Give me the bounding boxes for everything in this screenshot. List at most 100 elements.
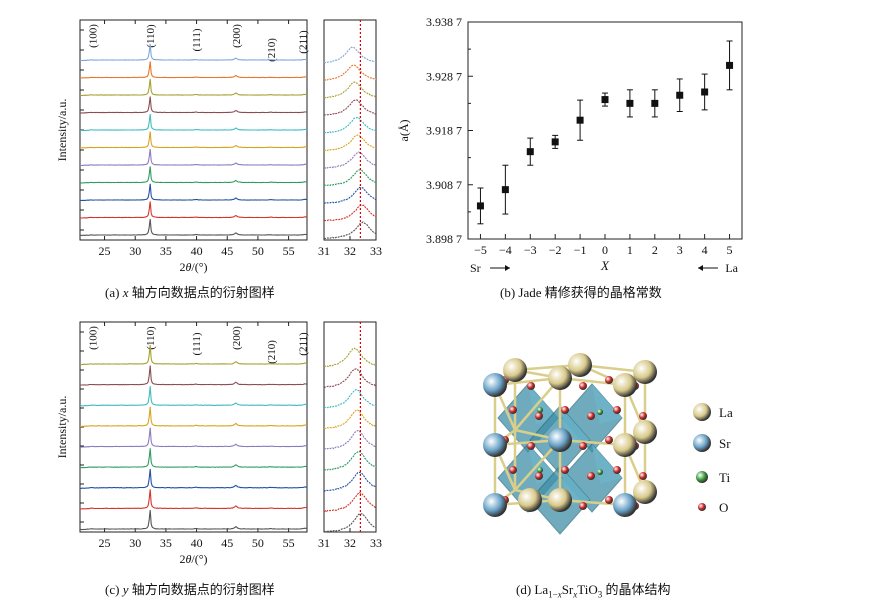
xrd-trace bbox=[79, 131, 308, 149]
data-point bbox=[576, 116, 584, 124]
caption-b: (b) Jade 精修获得的晶格常数 bbox=[500, 285, 662, 300]
octahedron-face bbox=[528, 384, 558, 424]
x-tick-label: 45 bbox=[221, 536, 233, 550]
legend-la-label: La bbox=[719, 405, 733, 420]
zoom-trace bbox=[323, 429, 377, 450]
data-point bbox=[626, 99, 634, 107]
caption-a: (a) x 轴方向数据点的衍射图样 bbox=[105, 285, 275, 300]
y-tick-label: 3.928 7 bbox=[426, 69, 462, 83]
ti-atom bbox=[597, 469, 603, 475]
peak-label: (110) bbox=[145, 24, 157, 48]
x-tick-label: 55 bbox=[283, 536, 295, 550]
la-atom bbox=[613, 433, 637, 457]
data-point bbox=[526, 148, 534, 156]
x-tick-label: 1 bbox=[627, 243, 633, 257]
xrd-trace bbox=[79, 166, 308, 184]
o-atom bbox=[605, 376, 613, 384]
xrd-trace bbox=[79, 61, 308, 79]
xrd-trace bbox=[80, 183, 308, 201]
zoom-trace bbox=[323, 450, 377, 471]
xrd-trace bbox=[79, 43, 308, 62]
data-point bbox=[476, 202, 484, 210]
legend-sr-swatch bbox=[693, 434, 711, 452]
o-atom bbox=[639, 472, 647, 480]
zoom-trace bbox=[324, 151, 377, 169]
la-atom bbox=[633, 480, 657, 504]
x-tick-label: −2 bbox=[549, 243, 562, 257]
o-atom bbox=[587, 472, 595, 480]
x-tick-label: 35 bbox=[160, 536, 172, 550]
data-point bbox=[651, 99, 659, 107]
x-tick-label: 50 bbox=[252, 536, 264, 550]
zoom-trace bbox=[323, 388, 377, 409]
o-atom bbox=[527, 382, 535, 390]
peak-label: (210) bbox=[266, 38, 278, 62]
ti-atom bbox=[537, 407, 543, 413]
la-atom bbox=[568, 353, 592, 377]
sr-atom bbox=[483, 433, 507, 457]
zoom-x-tick-label: 33 bbox=[370, 244, 382, 258]
data-point bbox=[676, 91, 684, 99]
sr-note: Sr bbox=[470, 261, 481, 275]
xrd-trace bbox=[80, 78, 308, 97]
zoom-x-tick-label: 32 bbox=[344, 536, 356, 550]
x-tick-label: −1 bbox=[574, 243, 587, 257]
zoom-trace bbox=[323, 221, 377, 239]
la-note: La bbox=[725, 261, 738, 275]
legend-la-swatch bbox=[693, 403, 711, 421]
zoom-trace bbox=[323, 491, 377, 513]
y-axis-label: Intensity/a.u. bbox=[55, 396, 69, 459]
zoom-plot-frame bbox=[323, 19, 377, 241]
peak-label: (211) bbox=[298, 30, 310, 54]
caption-d: (d) La1−xSrxTiO3 的晶体结构 bbox=[516, 582, 671, 600]
o-atom bbox=[639, 412, 647, 420]
x-tick-label: −4 bbox=[499, 243, 512, 257]
la-atom bbox=[633, 420, 657, 444]
legend-o-label: O bbox=[719, 500, 728, 515]
peak-label: (100) bbox=[87, 24, 99, 48]
o-atom bbox=[561, 406, 569, 414]
x-tick-label: 25 bbox=[99, 536, 111, 550]
x-tick-label: −3 bbox=[524, 243, 537, 257]
peak-label: (200) bbox=[231, 326, 243, 350]
o-atom bbox=[579, 382, 587, 390]
o-atom bbox=[605, 436, 613, 444]
o-atom bbox=[605, 496, 613, 504]
x-tick-label: 3 bbox=[677, 243, 683, 257]
sr-arrowhead bbox=[505, 265, 510, 271]
xrd-trace bbox=[79, 114, 308, 132]
zoom-trace bbox=[323, 186, 377, 204]
y-tick-label: 3.898 7 bbox=[426, 232, 462, 246]
x-axis-label: 2θ/(°) bbox=[179, 260, 207, 274]
zoom-trace bbox=[323, 99, 377, 116]
peak-label: (211) bbox=[298, 332, 310, 356]
o-atom bbox=[509, 406, 517, 414]
peak-label: (200) bbox=[231, 24, 243, 48]
sr-atom bbox=[483, 373, 507, 397]
xrd-trace bbox=[79, 365, 308, 386]
y-axis-label: a(Å) bbox=[397, 120, 411, 142]
zoom-plot-frame bbox=[323, 321, 377, 533]
x-tick-label: 25 bbox=[99, 244, 111, 258]
data-point bbox=[701, 88, 709, 96]
peak-label: (100) bbox=[87, 326, 99, 350]
peak-label: (111) bbox=[191, 28, 203, 51]
xrd-trace bbox=[79, 386, 308, 407]
data-point bbox=[501, 186, 509, 194]
zoom-x-tick-label: 32 bbox=[344, 244, 356, 258]
o-atom bbox=[509, 466, 517, 474]
xrd-trace bbox=[79, 148, 308, 167]
caption-c: (c) y 轴方向数据点的衍射图样 bbox=[105, 582, 275, 597]
x-tick-label: 30 bbox=[129, 536, 141, 550]
o-atom bbox=[587, 412, 595, 420]
x-tick-label: 40 bbox=[191, 244, 203, 258]
la-atom bbox=[613, 373, 637, 397]
xrd-trace bbox=[80, 448, 308, 469]
data-point bbox=[551, 138, 559, 146]
zoom-trace bbox=[323, 204, 377, 222]
la-atom bbox=[548, 488, 572, 512]
x-tick-label: 40 bbox=[191, 536, 203, 550]
la-arrowhead bbox=[698, 265, 703, 271]
data-point bbox=[601, 96, 609, 104]
